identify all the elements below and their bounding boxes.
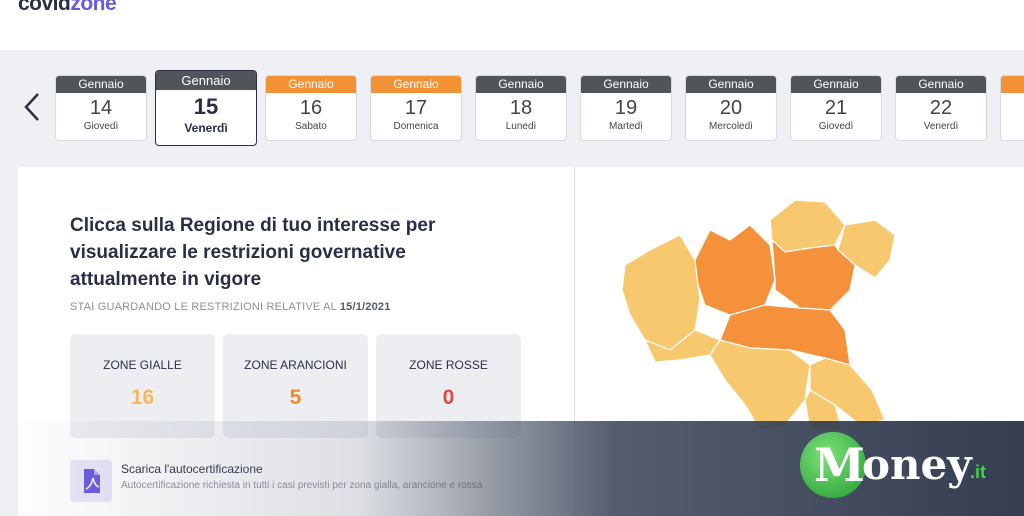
zone-card-red: ZONE ROSSE 0 — [376, 334, 521, 438]
date-number: 15 — [193, 94, 219, 119]
region-lombardia[interactable] — [694, 224, 776, 316]
brand-logo-circle — [800, 432, 866, 498]
date-strip: Gennaio 14 Giovedì Gennaio 15 Venerdì Ge… — [0, 50, 1024, 162]
italy-regions-map — [621, 199, 896, 430]
date-card-21[interactable]: Gennaio 21 Giovedì — [790, 75, 882, 141]
date-number: 19 — [614, 97, 638, 119]
zone-card-orange: ZONE ARANCIONI 5 — [223, 334, 368, 438]
date-card-14[interactable]: Gennaio 14 Giovedì — [55, 75, 147, 141]
download-description: Autocertificazione richiesta in tutti i … — [121, 480, 483, 491]
date-card-15-selected[interactable]: Gennaio 15 Venerdì — [155, 70, 257, 146]
date-number: 22 — [929, 97, 953, 119]
zone-count: 0 — [442, 386, 455, 409]
date-number: 18 — [509, 97, 533, 119]
date-card-partial[interactable] — [1000, 75, 1024, 141]
logo-part2: zone — [70, 0, 117, 15]
date-month: Gennaio — [371, 76, 461, 93]
download-title: Scarica l'autocertificazione — [121, 462, 263, 476]
date-month: Gennaio — [581, 76, 671, 93]
region-trentino[interactable] — [769, 199, 846, 253]
zone-count: 16 — [130, 386, 155, 409]
money-it-watermark: M oney .it — [800, 432, 1010, 502]
brand-initial: M — [814, 438, 865, 492]
region-toscana[interactable] — [709, 339, 811, 430]
date-card-19[interactable]: Gennaio 19 Martedì — [580, 75, 672, 141]
date-info-value: 15/1/2021 — [339, 301, 391, 313]
pdf-icon-box — [70, 460, 112, 502]
date-info-prefix: STAI GUARDANDO LE RESTRIZIONI RELATIVE A… — [70, 301, 337, 313]
date-number: 21 — [824, 97, 848, 119]
date-month: Gennaio — [56, 76, 146, 93]
date-month: Gennaio — [266, 76, 356, 93]
date-month: Gennaio — [791, 76, 881, 93]
date-number: 14 — [89, 97, 113, 119]
date-weekday: Martedì — [609, 121, 643, 132]
brand-tld: .it — [970, 462, 986, 482]
page-headline: Clicca sulla Regione di tuo interesse pe… — [70, 215, 436, 290]
region-piemonte[interactable] — [621, 234, 701, 351]
date-info: STAI GUARDANDO LE RESTRIZIONI RELATIVE A… — [70, 301, 391, 313]
date-card-18[interactable]: Gennaio 18 Lunedì — [475, 75, 567, 141]
date-weekday: Giovedì — [818, 121, 854, 132]
pdf-icon — [84, 469, 100, 493]
date-month: Gennaio — [896, 76, 986, 93]
zone-count: 5 — [289, 386, 302, 409]
date-weekday: Mercoledì — [709, 121, 753, 132]
covidzone-logo[interactable]: covidzone — [18, 0, 117, 16]
zone-card-yellow: ZONE GIALLE 16 — [70, 334, 215, 438]
date-card-20[interactable]: Gennaio 20 Mercoledì — [685, 75, 777, 141]
date-month: Gennaio — [686, 76, 776, 93]
date-weekday: Venerdì — [184, 121, 228, 135]
download-autocertificazione[interactable]: Scarica l'autocertificazione Autocertifi… — [70, 460, 530, 510]
date-card-16[interactable]: Gennaio 16 Sabato — [265, 75, 357, 141]
date-month: Gennaio — [156, 71, 256, 90]
brand-text: oney — [862, 440, 972, 489]
date-card-22[interactable]: Gennaio 22 Venerdì — [895, 75, 987, 141]
panel-divider — [574, 167, 575, 516]
date-number: 17 — [404, 97, 428, 119]
date-weekday: Sabato — [295, 121, 327, 132]
top-bar: covidzone — [0, 0, 1024, 50]
zone-label: ZONE ARANCIONI — [244, 358, 347, 372]
date-card-17[interactable]: Gennaio 17 Domenica — [370, 75, 462, 141]
logo-part1: covid — [18, 0, 71, 15]
date-number: 16 — [299, 97, 323, 119]
zone-label: ZONE ROSSE — [409, 358, 488, 372]
region-veneto[interactable] — [771, 238, 856, 311]
date-number: 20 — [719, 97, 743, 119]
date-weekday: Domenica — [393, 121, 439, 132]
date-weekday: Lunedì — [505, 121, 537, 132]
date-month: Gennaio — [476, 76, 566, 93]
date-weekday: Venerdì — [923, 121, 959, 132]
date-weekday: Giovedì — [83, 121, 119, 132]
chevron-left-icon[interactable] — [22, 92, 44, 122]
date-month-partial — [1001, 76, 1024, 93]
zone-label: ZONE GIALLE — [103, 358, 182, 372]
